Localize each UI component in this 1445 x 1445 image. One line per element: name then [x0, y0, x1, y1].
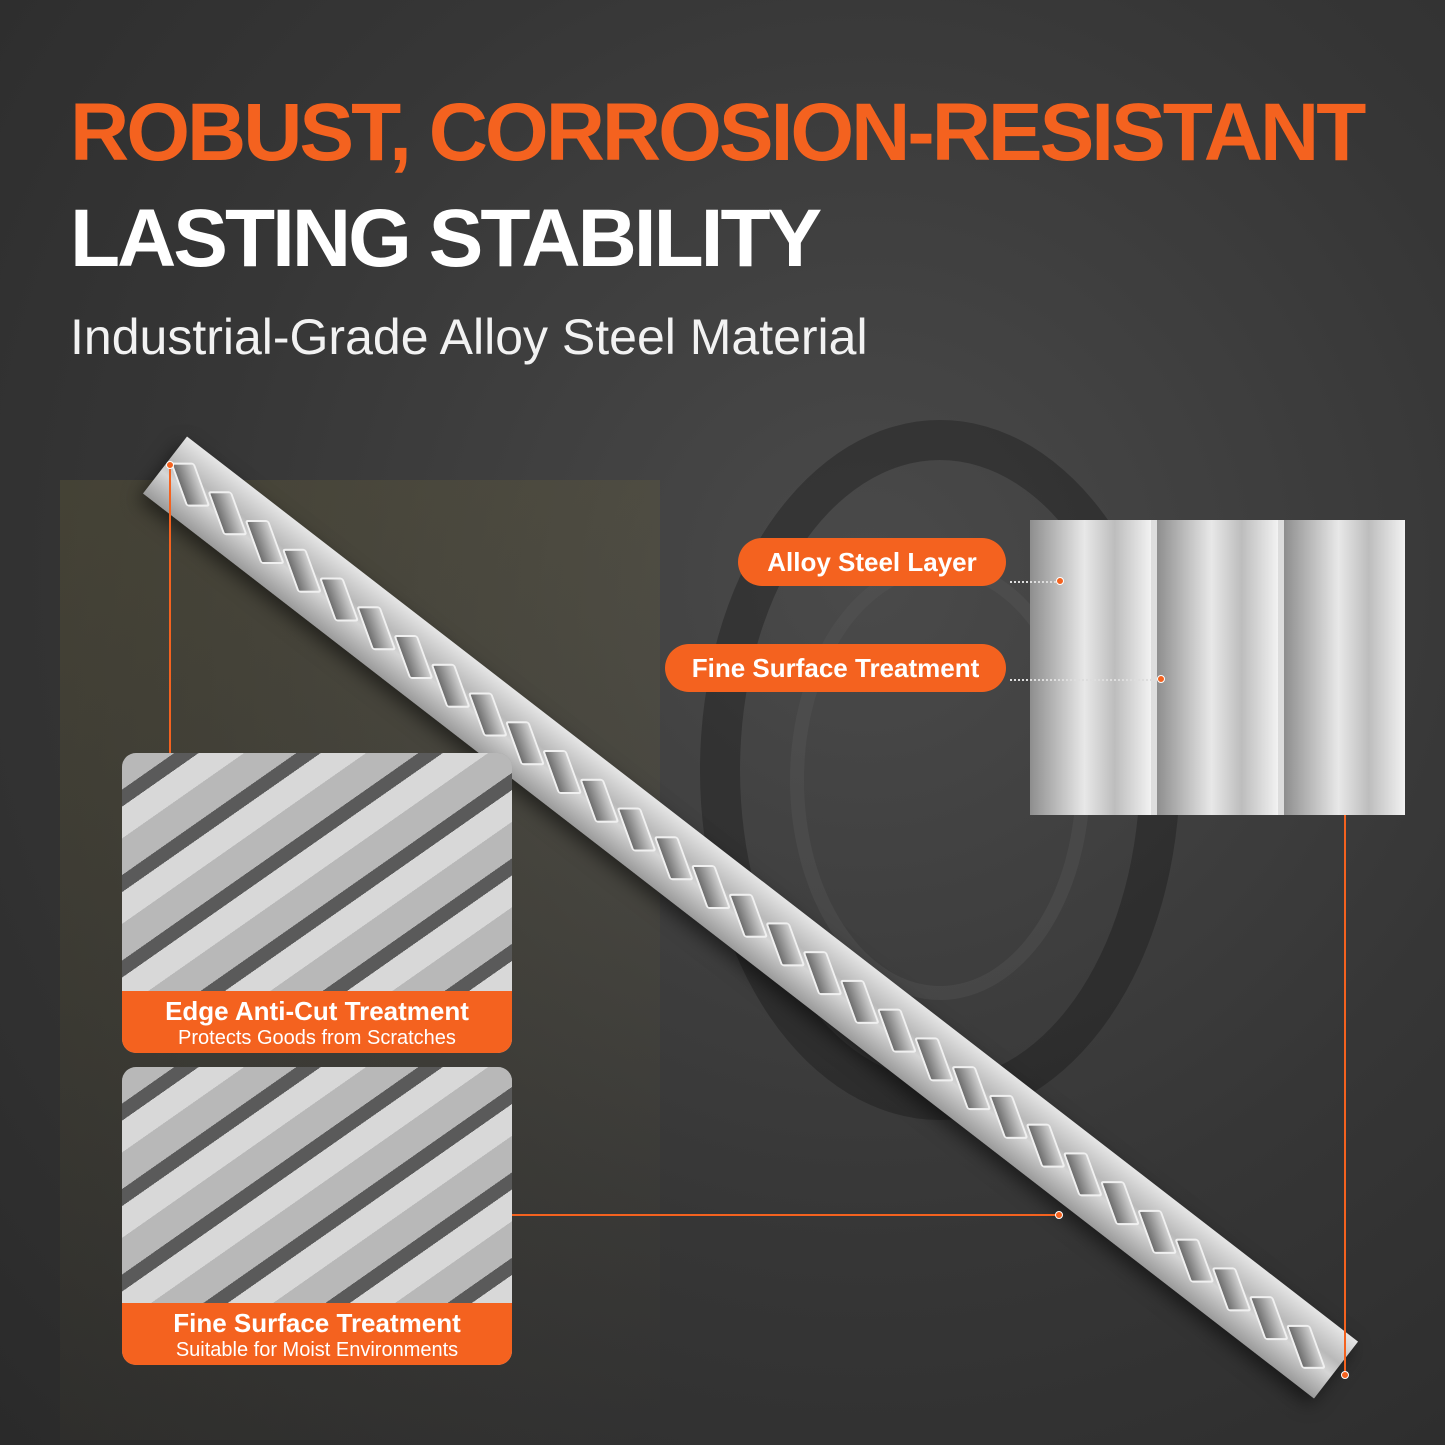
- connector-line: [169, 465, 171, 755]
- callout-dot: [1056, 577, 1064, 585]
- rail-slot: [616, 807, 657, 852]
- rail-slot: [951, 1066, 992, 1111]
- rail-slot: [356, 606, 397, 651]
- callout-dotted-line: [1010, 581, 1060, 583]
- rail-slot: [988, 1094, 1029, 1139]
- rail-slot: [765, 922, 806, 967]
- rail-slot: [281, 548, 322, 593]
- rail-slot: [1099, 1181, 1141, 1226]
- rail-slot: [170, 462, 211, 507]
- rail-slot: [1211, 1267, 1252, 1312]
- rail-slot: [393, 635, 434, 680]
- card-subtitle: Suitable for Moist Environments: [175, 1339, 459, 1361]
- rail-slot: [914, 1037, 955, 1082]
- rail-slot: [1174, 1238, 1215, 1283]
- rail-slot: [244, 520, 285, 565]
- feature-card-edge-anti-cut: Edge Anti-Cut Treatment Protects Goods fr…: [122, 753, 512, 1053]
- rail-slot: [839, 979, 880, 1024]
- connector-line: [1344, 815, 1346, 1375]
- rail-slot: [802, 951, 843, 996]
- feature-image: [122, 1067, 512, 1303]
- rail-slot: [1248, 1296, 1289, 1341]
- headline-line1: ROBUST, CORROSION-RESISTANT: [70, 87, 1366, 178]
- headline-subtitle: Industrial-Grade Alloy Steel Material: [70, 309, 868, 365]
- rail-slot: [1025, 1123, 1066, 1168]
- rail-slot: [467, 692, 508, 737]
- card-subtitle: Protects Goods from Scratches: [178, 1027, 456, 1049]
- steel-closeup-image: [1030, 520, 1405, 815]
- rail-slot: [1285, 1324, 1326, 1369]
- feature-image: [122, 753, 512, 991]
- card-title: Edge Anti-Cut Treatment: [165, 996, 469, 1026]
- rail-slot: [653, 836, 694, 881]
- callout-alloy-steel-layer: Alloy Steel Layer: [738, 538, 1006, 586]
- rail-slot: [1137, 1209, 1178, 1254]
- card-title: Fine Surface Treatment: [173, 1308, 461, 1338]
- rail-slot: [690, 864, 731, 909]
- connector-dot: [166, 461, 174, 469]
- rail-slot: [430, 663, 471, 708]
- rail-slot: [207, 491, 248, 536]
- connector-dot: [1055, 1211, 1063, 1219]
- rail-slot: [579, 778, 620, 823]
- callout-fine-surface-treatment: Fine Surface Treatment: [665, 644, 1006, 692]
- callout-dotted-line: [1010, 679, 1160, 681]
- rail-slot: [1062, 1152, 1103, 1197]
- rail-slot: [728, 893, 769, 938]
- headline-line2: LASTING STABILITY: [70, 193, 822, 284]
- connector-dot: [1341, 1371, 1349, 1379]
- feature-card-fine-surface: Fine Surface Treatment Suitable for Moist…: [122, 1067, 512, 1365]
- rail-slot: [542, 749, 583, 794]
- rail-slot: [319, 577, 360, 622]
- rail-slot: [876, 1008, 917, 1053]
- callout-dot: [1157, 675, 1165, 683]
- connector-line: [512, 1214, 1058, 1216]
